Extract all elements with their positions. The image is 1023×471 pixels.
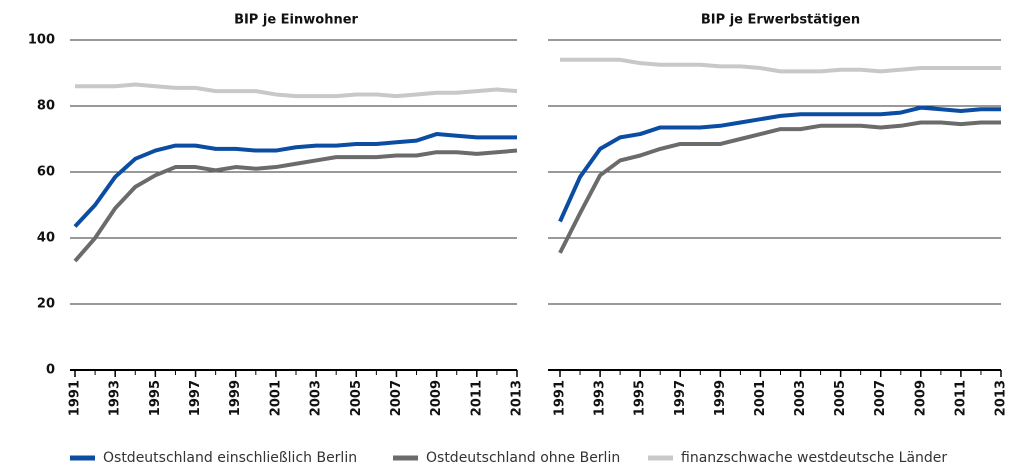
series-line <box>558 105 1001 223</box>
x-tick-label: 1995 <box>633 380 648 416</box>
x-tick-label: 2011 <box>469 380 484 416</box>
x-tick-label: 1995 <box>148 380 163 416</box>
chart-title: BIP je Einwohner <box>234 13 358 28</box>
y-tick-label: 0 <box>46 363 55 378</box>
y-tick-label: 80 <box>37 99 55 114</box>
x-tick-label: 1999 <box>228 380 243 416</box>
x-tick-label: 1993 <box>108 380 123 416</box>
legend-label: Ostdeutschland einschließlich Berlin <box>103 450 357 466</box>
x-tick-label: 2013 <box>994 380 1009 416</box>
y-tick-label: 40 <box>37 231 55 246</box>
series-line <box>73 132 517 228</box>
x-tick-label: 2005 <box>349 380 364 416</box>
legend-label: finanzschwache westdeutsche Länder <box>681 450 947 466</box>
x-tick-label: 1997 <box>673 380 688 416</box>
x-tick-label: 1991 <box>553 380 568 416</box>
x-tick-label: 2007 <box>873 380 888 416</box>
series-line <box>75 82 518 99</box>
x-tick-label: 1991 <box>68 380 83 416</box>
x-tick-label: 1997 <box>188 380 203 416</box>
x-tick-label: 2001 <box>268 380 283 416</box>
legend-label: Ostdeutschland ohne Berlin <box>426 450 620 466</box>
series-line <box>73 148 518 263</box>
x-tick-label: 2003 <box>309 380 324 416</box>
x-tick-label: 2001 <box>753 380 768 416</box>
series-line <box>558 120 1001 254</box>
x-tick-label: 1999 <box>713 380 728 416</box>
x-tick-label: 1993 <box>593 380 608 416</box>
x-tick-label: 2009 <box>429 380 444 416</box>
chart-title: BIP je Erwerbstätigen <box>701 13 860 28</box>
y-tick-label: 20 <box>37 297 55 312</box>
x-tick-label: 2005 <box>833 380 848 416</box>
y-tick-label: 60 <box>37 165 55 180</box>
y-tick-label: 100 <box>28 33 55 48</box>
x-tick-label: 2011 <box>953 380 968 416</box>
x-tick-label: 2009 <box>913 380 928 416</box>
x-tick-label: 2007 <box>389 380 404 416</box>
x-tick-label: 2013 <box>510 380 525 416</box>
x-tick-label: 2003 <box>793 380 808 416</box>
series-line <box>560 57 1001 74</box>
